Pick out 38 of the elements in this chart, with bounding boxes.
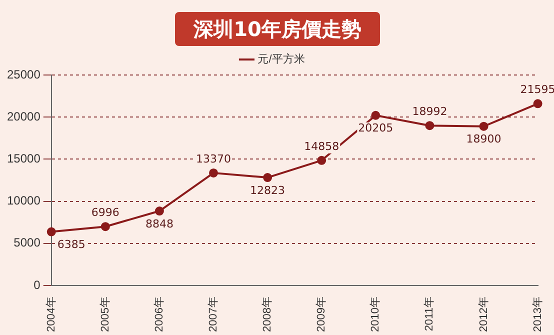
point xyxy=(317,156,326,165)
x-tick-label: 2009年 xyxy=(316,296,328,332)
data-label: 6996 xyxy=(91,206,120,219)
x-tick-label: 2005年 xyxy=(99,296,112,332)
data-label: 18900 xyxy=(466,132,502,146)
x-tick-label: 2006年 xyxy=(153,296,166,332)
data-label: 6385 xyxy=(57,238,86,252)
data-label: 20205 xyxy=(358,122,394,135)
point xyxy=(479,122,488,131)
y-tick-label: 15000 xyxy=(6,152,41,166)
x-tick-label: 2011年 xyxy=(424,296,436,332)
y-tick-label: 0 xyxy=(34,278,41,292)
y-tick-label: 25000 xyxy=(6,67,41,82)
data-label: 18992 xyxy=(412,104,448,118)
x-tick-label: 2012年 xyxy=(478,296,490,332)
data-label: 13370 xyxy=(196,152,232,166)
point xyxy=(533,99,542,108)
x-tick-label: 2010年 xyxy=(370,296,382,332)
x-tick-label: 2008年 xyxy=(262,296,274,332)
data-label: 12823 xyxy=(250,184,286,197)
point xyxy=(371,110,380,120)
data-label: 8848 xyxy=(145,217,174,230)
point xyxy=(263,173,272,182)
legend-label: 元/平方米 xyxy=(258,52,305,66)
y-tick-label: 20000 xyxy=(6,109,41,124)
point xyxy=(209,168,218,178)
x-tick-label: 2013年 xyxy=(532,296,544,332)
point xyxy=(100,222,110,232)
x-tick-label: 2004年 xyxy=(45,296,58,332)
data-label: 14858 xyxy=(304,140,340,153)
y-tick-label: 5000 xyxy=(14,236,41,250)
point xyxy=(425,121,434,130)
data-label: 21595 xyxy=(520,83,554,96)
point xyxy=(154,206,164,216)
y-tick-label: 10000 xyxy=(6,194,41,208)
x-tick-label: 2007年 xyxy=(208,296,220,332)
chart-title: 深圳10年房價走勢 xyxy=(175,12,380,46)
point xyxy=(46,227,56,236)
